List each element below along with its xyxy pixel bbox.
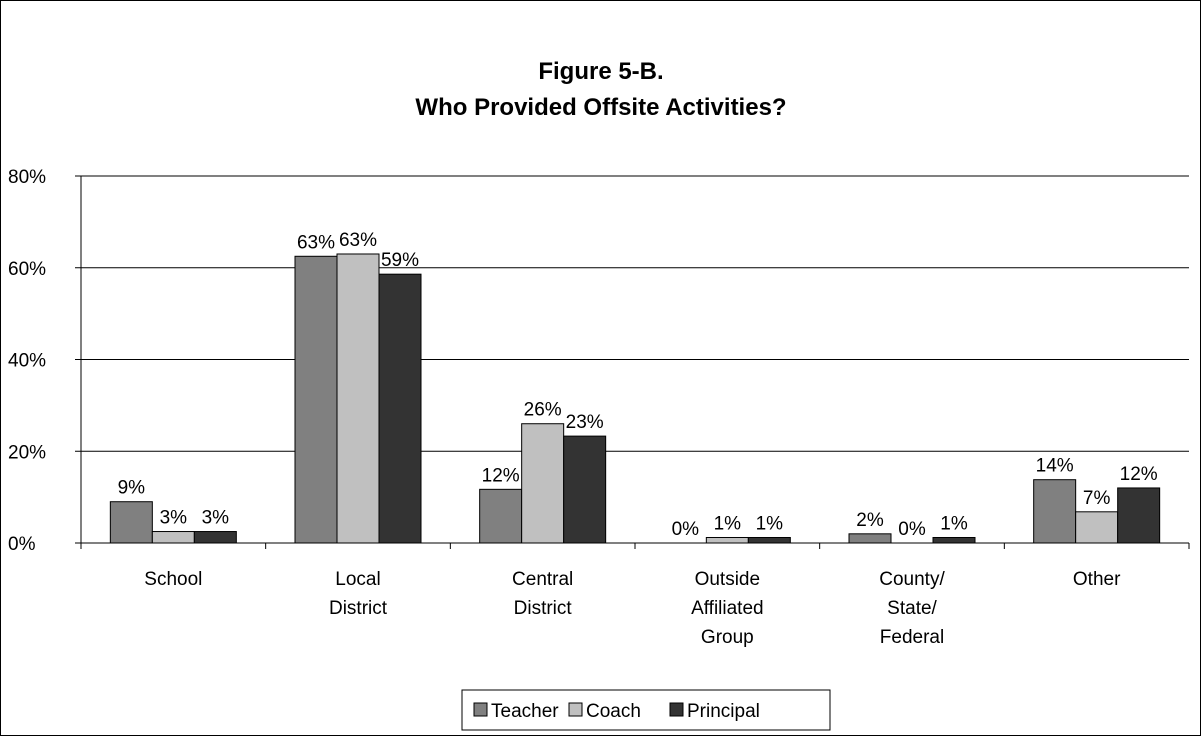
bar-principal [1117, 487, 1161, 544]
bar-principal [378, 273, 422, 544]
category-label: Central [512, 569, 573, 590]
data-label: 3% [160, 508, 188, 529]
y-tick-label: 0% [8, 534, 36, 555]
y-tick-label: 60% [8, 259, 46, 280]
bar-coach [705, 536, 749, 544]
bar-teacher [294, 255, 338, 544]
data-label: 1% [756, 513, 784, 534]
bar-coach [336, 253, 380, 544]
data-label: 23% [566, 412, 604, 433]
bar-teacher [1033, 479, 1077, 544]
bar-principal [747, 536, 791, 544]
data-label: 12% [1120, 464, 1158, 485]
legend-label-principal: Principal [687, 701, 760, 722]
legend-swatch-principal [669, 702, 684, 717]
legend-swatch-coach [568, 702, 583, 717]
category-label: District [329, 598, 388, 619]
category-label: School [144, 569, 202, 590]
data-label: 14% [1036, 456, 1074, 477]
bar-coach [151, 531, 195, 544]
legend-swatch-teacher [473, 702, 488, 717]
data-label: 0% [672, 519, 700, 540]
bar-teacher [109, 501, 153, 544]
category-label: County/ [879, 569, 945, 590]
bar-teacher [848, 533, 892, 544]
bar-teacher [479, 488, 523, 544]
y-tick-label: 20% [8, 442, 46, 463]
bar-principal [563, 435, 607, 544]
bar-coach [1075, 511, 1119, 544]
category-label: Group [701, 627, 754, 648]
data-label: 9% [118, 478, 146, 499]
legend-label-coach: Coach [586, 701, 641, 722]
category-label: Affiliated [691, 598, 764, 619]
bar-coach [521, 423, 565, 544]
data-label: 12% [482, 465, 520, 486]
category-label: Other [1073, 569, 1121, 590]
data-label: 63% [339, 230, 377, 251]
chart-title-line: Figure 5-B. [538, 58, 663, 85]
data-label: 1% [714, 513, 742, 534]
data-label: 3% [202, 508, 230, 529]
legend-label-teacher: Teacher [491, 701, 559, 722]
data-label: 59% [381, 250, 419, 271]
category-label: State/ [887, 598, 937, 619]
category-label: Outside [695, 569, 760, 590]
data-label: 7% [1083, 488, 1111, 509]
chart-title-line: Who Provided Offsite Activities? [415, 94, 786, 121]
category-label: Federal [880, 627, 944, 648]
y-tick-label: 80% [8, 167, 46, 188]
data-label: 2% [856, 510, 884, 531]
bar-principal [193, 531, 237, 544]
data-label: 1% [940, 513, 968, 534]
data-label: 63% [297, 232, 335, 253]
y-tick-label: 40% [8, 351, 46, 372]
legend [461, 689, 831, 731]
data-label: 26% [524, 400, 562, 421]
data-label: 0% [898, 519, 926, 540]
category-label: Local [335, 569, 380, 590]
category-label: District [514, 598, 573, 619]
bar-principal [932, 536, 976, 544]
